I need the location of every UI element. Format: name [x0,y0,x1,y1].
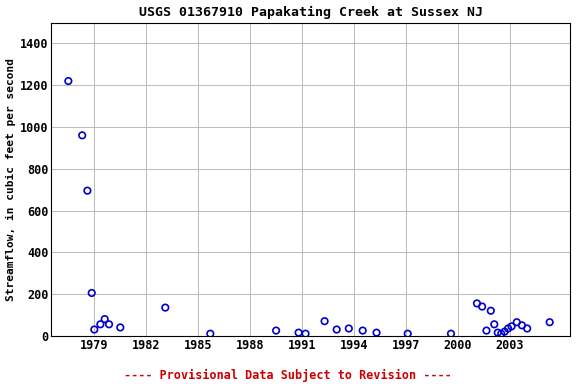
Point [320,318,329,324]
Title: USGS 01367910 Papakating Creek at Sussex NJ: USGS 01367910 Papakating Creek at Sussex… [139,5,483,19]
Point [358,328,367,334]
Point [344,325,354,331]
Point [206,331,215,337]
Point [482,328,491,334]
Point [486,308,495,314]
Point [96,321,105,328]
Point [64,78,73,84]
Point [116,324,125,331]
Point [301,331,310,337]
Point [271,328,281,334]
Text: ---- Provisional Data Subject to Revision ----: ---- Provisional Data Subject to Revisio… [124,369,452,382]
Point [100,316,109,322]
Point [332,326,342,333]
Point [294,329,303,336]
Point [478,303,487,310]
Point [403,331,412,337]
Point [161,305,170,311]
Point [87,290,96,296]
Point [83,188,92,194]
Point [497,331,506,337]
Point [78,132,87,138]
Point [372,329,381,336]
Point [545,319,554,325]
Point [90,326,99,333]
Point [522,325,532,331]
Point [500,329,509,335]
Y-axis label: Streamflow, in cubic feet per second: Streamflow, in cubic feet per second [6,58,16,301]
Point [472,300,482,306]
Point [104,321,113,328]
Point [493,329,502,336]
Point [517,322,526,328]
Point [503,325,513,331]
Point [512,319,521,325]
Point [507,323,516,329]
Point [490,321,499,328]
Point [446,331,456,337]
